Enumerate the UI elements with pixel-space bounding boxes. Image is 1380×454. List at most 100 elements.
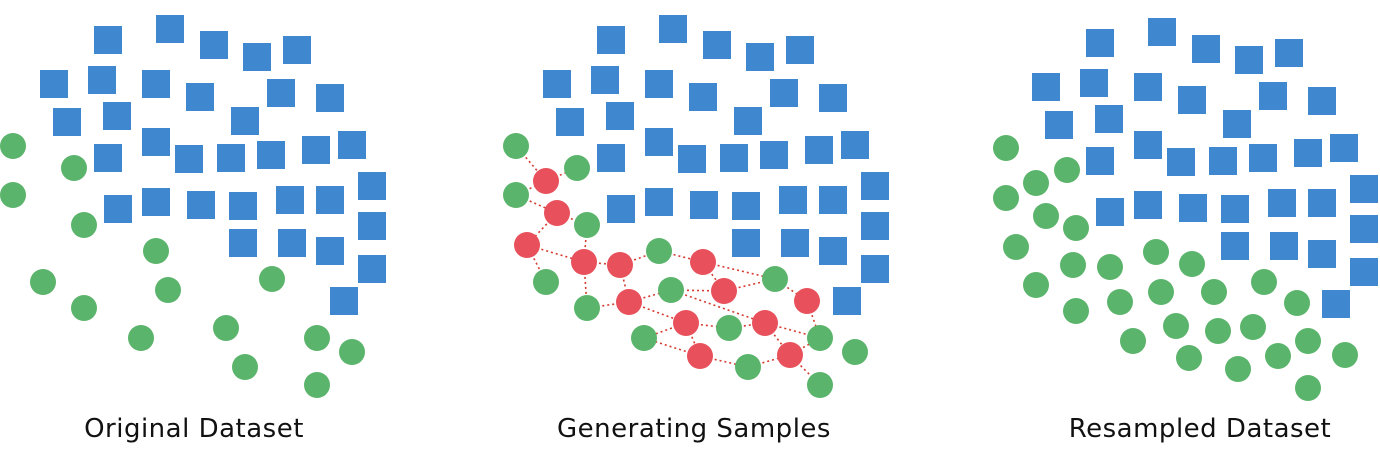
majority-square [781, 229, 809, 257]
majority-square [645, 188, 673, 216]
majority-square [229, 192, 257, 220]
minority-circle [1063, 215, 1089, 241]
minority-circle [658, 277, 684, 303]
majority-square [142, 128, 170, 156]
minority-circle [259, 266, 285, 292]
majority-square [142, 188, 170, 216]
minority-circle [304, 372, 330, 398]
majority-square [732, 192, 760, 220]
majority-square [861, 172, 889, 200]
minority-circle [1179, 251, 1205, 277]
minority-circle [1023, 170, 1049, 196]
panel-original-dataset [0, 15, 386, 398]
majority-square [805, 136, 833, 164]
majority-square [1249, 144, 1277, 172]
majority-square [746, 43, 774, 71]
synthetic-circle [514, 232, 540, 258]
minority-circle [564, 155, 590, 181]
minority-circle [842, 339, 868, 365]
majority-square [597, 144, 625, 172]
majority-square [1350, 258, 1378, 286]
majority-square [819, 237, 847, 265]
majority-square [231, 107, 259, 135]
majority-square [316, 186, 344, 214]
interpolation-link [723, 278, 776, 292]
majority-square [1134, 191, 1162, 219]
majority-square [1223, 110, 1251, 138]
majority-square [267, 79, 295, 107]
majority-square [88, 66, 116, 94]
majority-square [734, 107, 762, 135]
majority-square [187, 191, 215, 219]
majority-square [40, 70, 68, 98]
minority-circle [533, 269, 559, 295]
majority-square [645, 128, 673, 156]
minority-circle [993, 135, 1019, 161]
majority-square [591, 66, 619, 94]
majority-square [1179, 194, 1207, 222]
majority-square [53, 108, 81, 136]
majority-square [330, 287, 358, 315]
majority-square [1209, 147, 1237, 175]
minority-circle [71, 295, 97, 321]
majority-square [1259, 82, 1287, 110]
majority-square [833, 287, 861, 315]
panel-generating-samples [503, 15, 889, 398]
panel-resampled-dataset [993, 18, 1378, 401]
majority-square [94, 144, 122, 172]
interpolation-links [515, 145, 821, 386]
majority-square [1294, 139, 1322, 167]
majority-square [1221, 195, 1249, 223]
minority-circle [1295, 328, 1321, 354]
minority-circle [0, 182, 26, 208]
majority-square [659, 15, 687, 43]
minority-circle [1120, 328, 1146, 354]
synthetic-circle [752, 310, 778, 336]
majority-square [1134, 131, 1162, 159]
minority-circle [0, 133, 26, 159]
majority-square [1095, 105, 1123, 133]
majority-square [678, 145, 706, 173]
minority-circle [503, 133, 529, 159]
majority-square [597, 26, 625, 54]
diagram-canvas [0, 15, 1378, 401]
majority-square [302, 136, 330, 164]
minority-circle [574, 295, 600, 321]
minority-circle [646, 238, 672, 264]
synthetic-circle [533, 168, 559, 194]
majority-square [142, 70, 170, 98]
majority-square [1086, 147, 1114, 175]
minority-circle [1176, 345, 1202, 371]
minority-circle [807, 372, 833, 398]
majority-square [760, 141, 788, 169]
majority-square [861, 212, 889, 240]
synthetic-circle [607, 252, 633, 278]
minority-circle [1003, 234, 1029, 260]
majority-square [229, 229, 257, 257]
minority-circle [762, 266, 788, 292]
synthetic-circle [687, 343, 713, 369]
minority-circle [1097, 254, 1123, 280]
minority-circle [993, 185, 1019, 211]
synthetic-circle [544, 200, 570, 226]
minority-circle [503, 182, 529, 208]
majority-square [732, 229, 760, 257]
minority-circle [1063, 298, 1089, 324]
minority-circle [213, 315, 239, 341]
majority-square [1350, 175, 1378, 203]
majority-square [338, 131, 366, 159]
majority-square [316, 237, 344, 265]
minority-circle [735, 354, 761, 380]
synthetic-circle [794, 288, 820, 314]
majority-square [1086, 29, 1114, 57]
minority-circle [1163, 313, 1189, 339]
minority-circle [61, 155, 87, 181]
majority-square [720, 144, 748, 172]
majority-square [283, 36, 311, 64]
majority-square [1096, 198, 1124, 226]
majority-square [861, 255, 889, 283]
majority-square [703, 31, 731, 59]
minority-circle [1054, 157, 1080, 183]
majority-square [243, 43, 271, 71]
